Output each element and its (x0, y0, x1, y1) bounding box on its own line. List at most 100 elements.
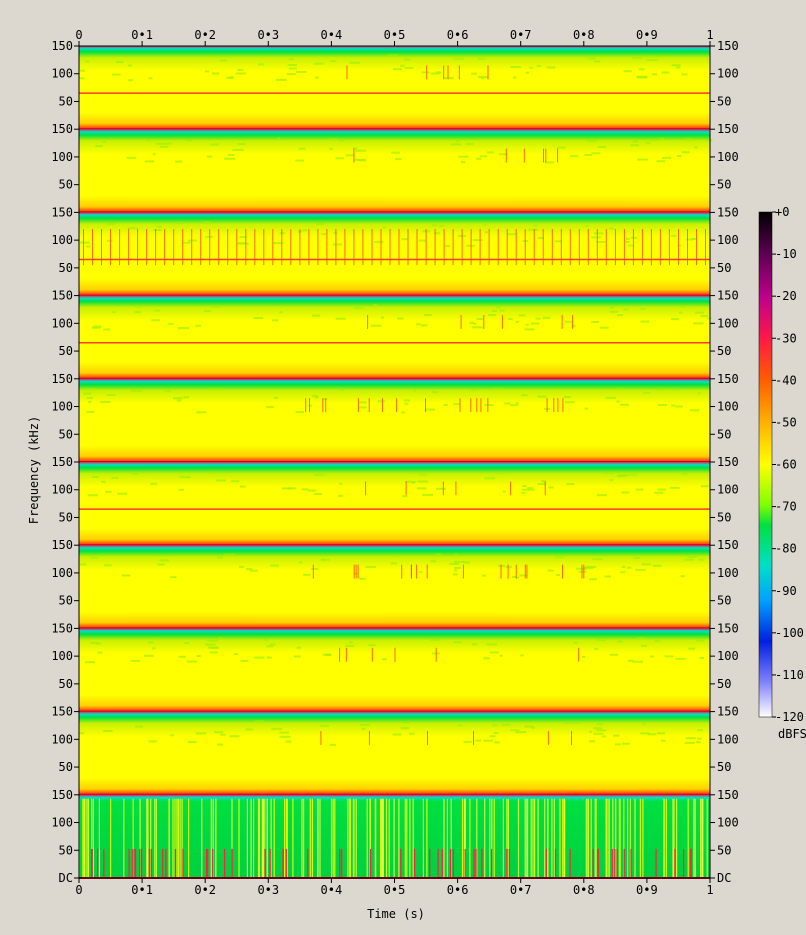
spectral-noise (204, 310, 211, 312)
spectral-noise (266, 645, 274, 648)
spectral-noise (521, 488, 526, 491)
spectral-noise (186, 660, 198, 663)
x-axis-label: Time (s) (367, 907, 425, 921)
spectral-noise (105, 490, 112, 493)
spectral-noise (339, 389, 345, 392)
spectral-noise (209, 651, 218, 654)
channel-spectrum (79, 295, 710, 379)
spectral-noise (418, 239, 426, 242)
spectral-noise (312, 314, 321, 317)
y-tick-label: 150 (51, 455, 73, 469)
spectral-noise (239, 236, 247, 238)
spectral-noise (127, 227, 139, 230)
spectral-noise (513, 76, 517, 79)
spectral-noise (430, 638, 440, 641)
spectral-noise (288, 67, 297, 70)
spectral-noise (103, 328, 111, 331)
spectral-noise (484, 231, 488, 234)
spectral-noise (266, 656, 272, 659)
spectral-noise (453, 57, 464, 60)
spectral-noise (640, 732, 650, 735)
spectral-noise (605, 472, 613, 474)
spectral-noise (466, 143, 474, 146)
spectral-noise (679, 311, 683, 314)
spectral-noise (625, 241, 630, 243)
spectral-noise (554, 240, 562, 243)
spectral-noise (404, 402, 409, 405)
spectral-noise (698, 558, 704, 561)
spectral-noise (476, 318, 484, 321)
spectral-noise (279, 731, 289, 734)
spectral-noise (178, 655, 186, 658)
spectral-noise (449, 562, 460, 565)
spectral-noise (402, 495, 408, 498)
spectral-noise (647, 733, 657, 736)
spectral-noise (168, 322, 174, 325)
spectral-noise (454, 566, 461, 569)
spectral-noise (646, 59, 658, 61)
y-tick-label: 150 (51, 205, 73, 219)
spectral-noise (554, 556, 565, 559)
spectral-noise (564, 721, 573, 724)
x-tick-label: 0•9 (636, 883, 658, 897)
spectral-noise (431, 391, 439, 394)
y-tick-label: 100 (717, 233, 739, 247)
spectral-noise (475, 739, 482, 742)
spectral-noise (359, 577, 366, 580)
spectral-noise (275, 78, 287, 81)
spectral-noise (609, 310, 619, 313)
spectral-noise (654, 640, 661, 643)
spectral-noise (403, 399, 410, 402)
spectral-noise (159, 559, 169, 562)
spectral-noise (79, 732, 85, 735)
spectral-noise (308, 404, 312, 407)
spectral-noise (596, 729, 607, 732)
y-tick-label: 150 (51, 621, 73, 635)
spectral-noise (395, 158, 402, 161)
spectral-noise (392, 733, 402, 736)
y-tick-label: 150 (51, 289, 73, 303)
y-tick-label: 100 (51, 400, 73, 414)
spectral-noise (548, 486, 554, 489)
spectral-noise (238, 242, 249, 245)
spectral-noise (237, 69, 244, 71)
spectral-noise (417, 480, 428, 483)
spectral-noise (630, 236, 637, 239)
y-tick-label: 150 (717, 705, 739, 719)
y-tick-label: 100 (717, 67, 739, 81)
spectral-noise (195, 732, 207, 735)
channel-band (79, 46, 710, 131)
spectral-noise (134, 311, 141, 314)
spectral-noise (519, 574, 528, 577)
spectral-noise (209, 143, 220, 146)
spectral-noise (537, 483, 546, 485)
x-tick-label: 0•3 (257, 883, 279, 897)
spectral-noise (632, 140, 639, 143)
spectral-noise (521, 394, 528, 397)
spectral-noise (287, 64, 297, 67)
spectral-noise (303, 573, 311, 576)
spectral-noise (186, 139, 192, 142)
spectral-noise (285, 740, 292, 743)
spectral-noise (176, 399, 182, 402)
colorbar-tick-label: -100 (775, 626, 804, 640)
spectral-noise (170, 576, 177, 579)
spectral-noise (159, 145, 169, 148)
channel-band (79, 378, 710, 463)
spectral-noise (322, 653, 332, 656)
channel-spectrum (79, 462, 710, 546)
spectral-noise (681, 151, 690, 154)
spectral-noise (154, 309, 161, 312)
y-tick-label: 100 (717, 400, 739, 414)
spectral-noise (205, 235, 213, 238)
y-tick-label: 50 (717, 94, 731, 108)
spectral-noise (680, 305, 686, 308)
spectral-noise (253, 656, 265, 659)
spectral-noise (471, 643, 477, 646)
spectral-noise (657, 388, 667, 391)
spectral-noise (422, 493, 433, 496)
spectral-noise (253, 317, 264, 319)
colorbar-tick-label: -110 (775, 668, 804, 682)
y-tick-label: 50 (59, 427, 73, 441)
spectral-noise (107, 394, 116, 396)
